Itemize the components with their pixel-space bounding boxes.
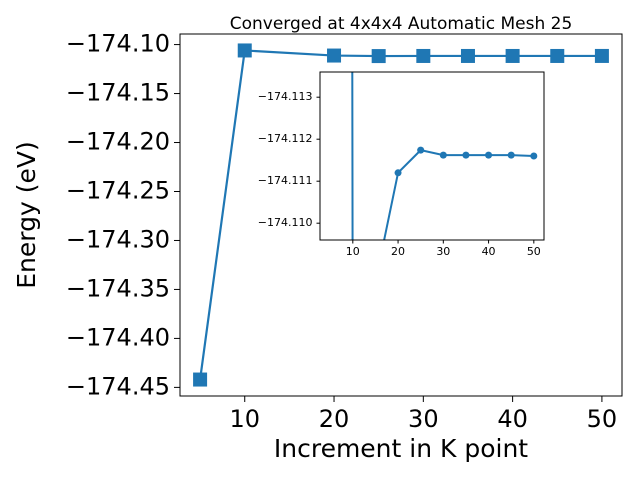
x-tick-label: 30	[408, 405, 439, 433]
x-tick-label: 40	[497, 405, 528, 433]
x-tick-label: 20	[391, 245, 405, 258]
x-tick-label: 40	[482, 245, 496, 258]
x-axis-label: Increment in K point	[274, 434, 528, 463]
marker	[594, 48, 609, 63]
y-tick-label: −174.35	[66, 274, 170, 302]
y-tick-label: −174.111	[258, 174, 313, 187]
y-tick-label: −174.45	[66, 372, 170, 400]
x-tick-label: 50	[527, 245, 541, 258]
y-tick-label: −174.20	[66, 128, 170, 156]
x-tick-label: 20	[319, 405, 350, 433]
y-tick-label: −174.15	[66, 79, 170, 107]
marker	[550, 48, 565, 63]
marker	[507, 151, 515, 159]
plot-clip	[351, 72, 538, 240]
marker	[485, 151, 493, 159]
x-tick-label: 50	[587, 405, 618, 433]
marker	[439, 151, 447, 159]
marker	[505, 48, 520, 63]
plot-clip	[193, 43, 609, 387]
marker	[371, 49, 386, 64]
y-axis-label: Energy (eV)	[12, 141, 41, 288]
marker	[394, 169, 402, 177]
x-tick-label: 30	[436, 245, 450, 258]
y-tick-label: −174.25	[66, 176, 170, 204]
marker	[530, 152, 538, 160]
marker	[193, 372, 208, 387]
axes-frame	[319, 71, 545, 241]
marker	[462, 151, 470, 159]
marker	[327, 48, 342, 63]
x-tick-label: 10	[346, 245, 360, 258]
y-tick-label: −174.40	[66, 323, 170, 351]
y-tick-label: −174.112	[258, 132, 313, 145]
marker	[416, 48, 431, 63]
x-tick-label: 10	[229, 405, 260, 433]
y-tick-label: −174.110	[258, 216, 313, 229]
axes-frame	[179, 33, 623, 397]
marker	[460, 48, 475, 63]
chart-title: Converged at 4x4x4 Automatic Mesh 25	[230, 14, 573, 34]
marker	[237, 43, 252, 58]
marker	[417, 146, 425, 154]
y-tick-label: −174.113	[258, 90, 313, 103]
y-tick-label: −174.10	[66, 30, 170, 58]
y-tick-label: −174.30	[66, 225, 170, 253]
